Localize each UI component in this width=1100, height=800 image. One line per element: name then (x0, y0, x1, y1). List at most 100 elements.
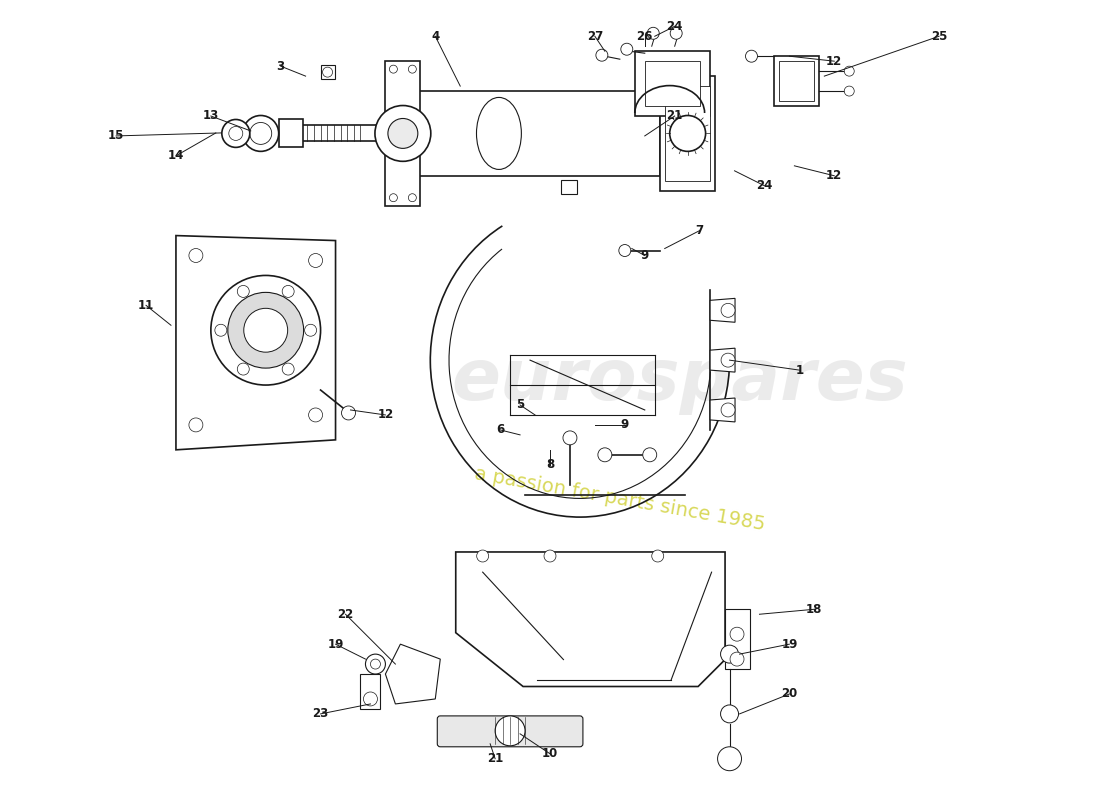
Text: 1: 1 (795, 364, 803, 377)
Text: 7: 7 (695, 224, 704, 237)
Circle shape (214, 324, 227, 336)
Circle shape (620, 43, 632, 55)
Polygon shape (725, 610, 750, 669)
Polygon shape (711, 398, 735, 422)
Circle shape (563, 431, 576, 445)
Circle shape (238, 363, 250, 375)
Circle shape (495, 716, 525, 746)
Text: 19: 19 (328, 638, 343, 650)
Bar (660, 76, 715, 190)
Text: 12: 12 (826, 170, 843, 182)
Bar (780, 61, 814, 101)
Circle shape (746, 50, 758, 62)
Polygon shape (711, 298, 735, 322)
Circle shape (389, 194, 397, 202)
Circle shape (476, 550, 488, 562)
Circle shape (722, 403, 735, 417)
Polygon shape (385, 644, 440, 704)
Circle shape (363, 692, 377, 706)
Text: 5: 5 (516, 398, 525, 411)
Text: 25: 25 (931, 30, 947, 42)
Bar (385, 61, 420, 206)
Text: 21: 21 (487, 752, 504, 766)
Circle shape (730, 627, 744, 641)
Bar (278, 119, 303, 147)
Circle shape (250, 122, 272, 144)
Circle shape (375, 106, 431, 162)
Bar (645, 61, 700, 106)
Circle shape (189, 418, 202, 432)
Circle shape (598, 448, 612, 462)
Circle shape (642, 448, 657, 462)
Circle shape (408, 194, 416, 202)
Circle shape (341, 406, 355, 420)
Circle shape (243, 115, 278, 151)
Text: 22: 22 (338, 608, 353, 621)
Circle shape (408, 65, 416, 73)
Circle shape (720, 705, 738, 723)
Circle shape (189, 249, 202, 262)
Circle shape (228, 292, 304, 368)
Text: 12: 12 (826, 54, 843, 68)
Text: eurospares: eurospares (451, 346, 908, 414)
Text: 12: 12 (377, 409, 394, 422)
Circle shape (670, 115, 705, 151)
Circle shape (544, 550, 556, 562)
Circle shape (730, 652, 744, 666)
Bar (320, 65, 334, 79)
Bar (635, 51, 710, 116)
Circle shape (229, 126, 243, 141)
Text: 13: 13 (202, 110, 219, 122)
Bar (664, 86, 710, 181)
Circle shape (670, 27, 682, 39)
Circle shape (651, 550, 663, 562)
Circle shape (722, 353, 735, 367)
Text: 26: 26 (637, 30, 653, 42)
Circle shape (845, 86, 855, 96)
Text: 19: 19 (781, 638, 798, 650)
Circle shape (596, 50, 608, 61)
Text: a passion for parts since 1985: a passion for parts since 1985 (473, 465, 767, 534)
Circle shape (647, 27, 659, 39)
Circle shape (222, 119, 250, 147)
FancyBboxPatch shape (438, 716, 583, 746)
Circle shape (388, 118, 418, 148)
Circle shape (309, 408, 322, 422)
Ellipse shape (476, 98, 521, 170)
Text: 24: 24 (667, 20, 683, 33)
Text: 20: 20 (781, 687, 798, 701)
Circle shape (322, 67, 332, 77)
Polygon shape (176, 235, 336, 450)
Text: 24: 24 (757, 179, 772, 192)
Bar (400, 91, 660, 176)
Circle shape (371, 659, 381, 669)
Circle shape (717, 746, 741, 770)
Circle shape (720, 645, 738, 663)
Circle shape (238, 286, 250, 298)
Circle shape (619, 245, 630, 257)
Polygon shape (455, 552, 725, 686)
Bar (561, 180, 578, 194)
Circle shape (244, 308, 288, 352)
Text: 11: 11 (138, 299, 154, 312)
Circle shape (305, 324, 317, 336)
Text: 3: 3 (276, 60, 285, 73)
Text: 6: 6 (496, 423, 504, 436)
Text: 18: 18 (806, 602, 823, 616)
Circle shape (211, 275, 320, 385)
Circle shape (365, 654, 385, 674)
Circle shape (722, 303, 735, 318)
Text: 14: 14 (168, 150, 184, 162)
Circle shape (845, 66, 855, 76)
Text: 9: 9 (620, 418, 629, 431)
Text: 23: 23 (312, 707, 329, 721)
Text: 15: 15 (108, 130, 124, 142)
Circle shape (309, 254, 322, 267)
Text: 21: 21 (667, 110, 683, 122)
Polygon shape (711, 348, 735, 372)
Text: 10: 10 (542, 747, 558, 760)
Circle shape (283, 363, 294, 375)
Circle shape (283, 286, 294, 298)
Text: 9: 9 (640, 249, 649, 262)
Text: 8: 8 (546, 458, 554, 471)
